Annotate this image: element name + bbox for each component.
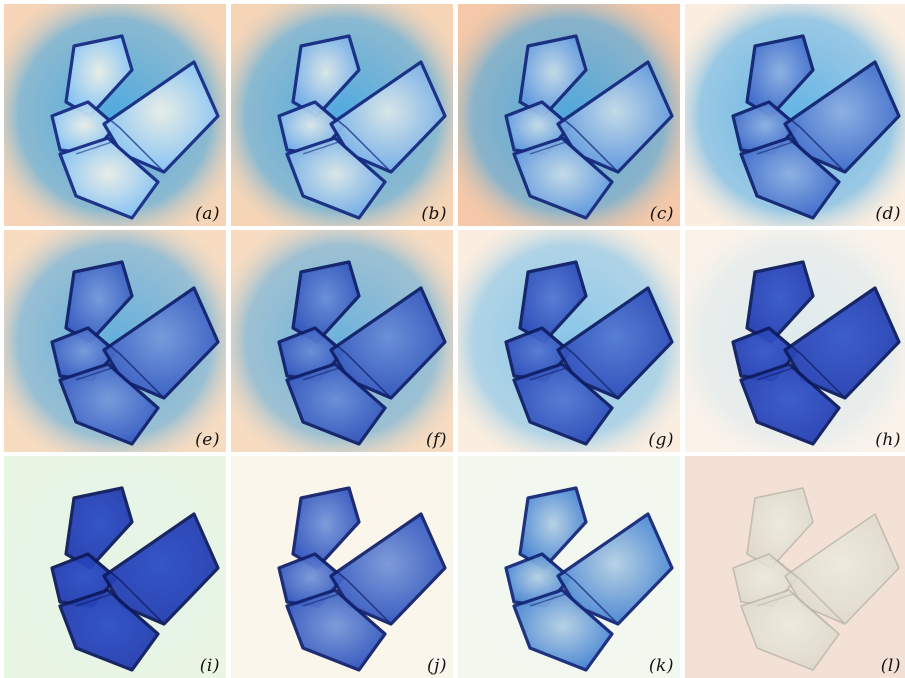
facet-line (776, 333, 846, 399)
crystal-photo-panel: (i) (4, 456, 226, 678)
crystal-photo-panel: (j) (231, 456, 453, 678)
crystal-shard (291, 486, 361, 570)
crystal-image (231, 230, 453, 452)
facet-line (549, 559, 619, 625)
crystal-photo-panel: (g) (458, 230, 680, 452)
crystal-shard (291, 260, 361, 344)
facet-line (756, 593, 830, 627)
facet-line (529, 367, 603, 401)
crystal-photo-panel: (c) (458, 4, 680, 226)
crystal-image (458, 4, 680, 226)
crystal-image (685, 4, 905, 226)
facet-line (549, 333, 619, 399)
crystal-shard (512, 362, 614, 446)
facet-line (322, 333, 392, 399)
crystal-shard (291, 34, 361, 118)
crystal-shard (746, 487, 814, 569)
crystal-photo-panel: (b) (231, 4, 453, 226)
panel-label: (g) (648, 430, 674, 450)
crystal-shard (285, 588, 387, 672)
facet-line (549, 107, 619, 173)
crystal-photo-panel: (k) (458, 456, 680, 678)
crystal-shard (285, 136, 387, 220)
facet-line (322, 559, 392, 625)
crystal-shard (58, 588, 160, 672)
crystal-image (4, 230, 226, 452)
crystal-shard (745, 34, 815, 118)
facet-line (95, 107, 165, 173)
facet-line (529, 141, 603, 175)
crystal-shard (512, 136, 614, 220)
crystal-shard (739, 362, 841, 446)
panel-label: (a) (195, 204, 220, 224)
crystal-photo-panel: (e) (4, 230, 226, 452)
crystal-photo-panel: (f) (231, 230, 453, 452)
crystal-image (458, 456, 680, 678)
facet-line (776, 559, 846, 625)
facet-line (302, 593, 376, 627)
panel-label: (c) (649, 204, 674, 224)
crystal-image (4, 4, 226, 226)
facet-line (322, 107, 392, 173)
crystal-photo-panel: (d) (685, 4, 905, 226)
crystal-image (231, 4, 453, 226)
crystal-image (231, 456, 453, 678)
panel-label: (b) (421, 204, 447, 224)
crystal-shard (64, 260, 134, 344)
facet-line (302, 141, 376, 175)
crystal-shard (739, 136, 841, 220)
crystal-image (685, 456, 905, 678)
panel-label: (e) (195, 430, 220, 450)
crystal-shard (518, 34, 588, 118)
facet-line (95, 559, 165, 625)
panel-label: (i) (199, 656, 220, 676)
panel-label: (k) (648, 656, 674, 676)
panel-label: (j) (426, 656, 447, 676)
crystal-shard (740, 589, 840, 671)
facet-line (529, 593, 603, 627)
crystal-shard (58, 136, 160, 220)
panel-label: (h) (875, 430, 901, 450)
crystal-shard (518, 486, 588, 570)
crystal-shard (512, 588, 614, 672)
facet-line (302, 367, 376, 401)
crystal-image (4, 456, 226, 678)
panel-label: (d) (875, 204, 901, 224)
crystal-shard (285, 362, 387, 446)
facet-line (75, 141, 149, 175)
facet-line (756, 367, 830, 401)
crystal-shard (64, 486, 134, 570)
crystal-image (458, 230, 680, 452)
crystal-photo-panel: (l) (685, 456, 905, 678)
crystal-photo-panel: (h) (685, 230, 905, 452)
crystal-image (685, 230, 905, 452)
facet-line (75, 367, 149, 401)
crystal-shard (518, 260, 588, 344)
facet-line (95, 333, 165, 399)
facet-line (776, 107, 846, 173)
crystal-photo-panel: (a) (4, 4, 226, 226)
facet-line (75, 593, 149, 627)
panel-label: (f) (425, 430, 447, 450)
crystal-shard (745, 260, 815, 344)
crystal-shard (64, 34, 134, 118)
panel-label: (l) (880, 656, 901, 676)
facet-line (756, 141, 830, 175)
crystal-shard (58, 362, 160, 446)
